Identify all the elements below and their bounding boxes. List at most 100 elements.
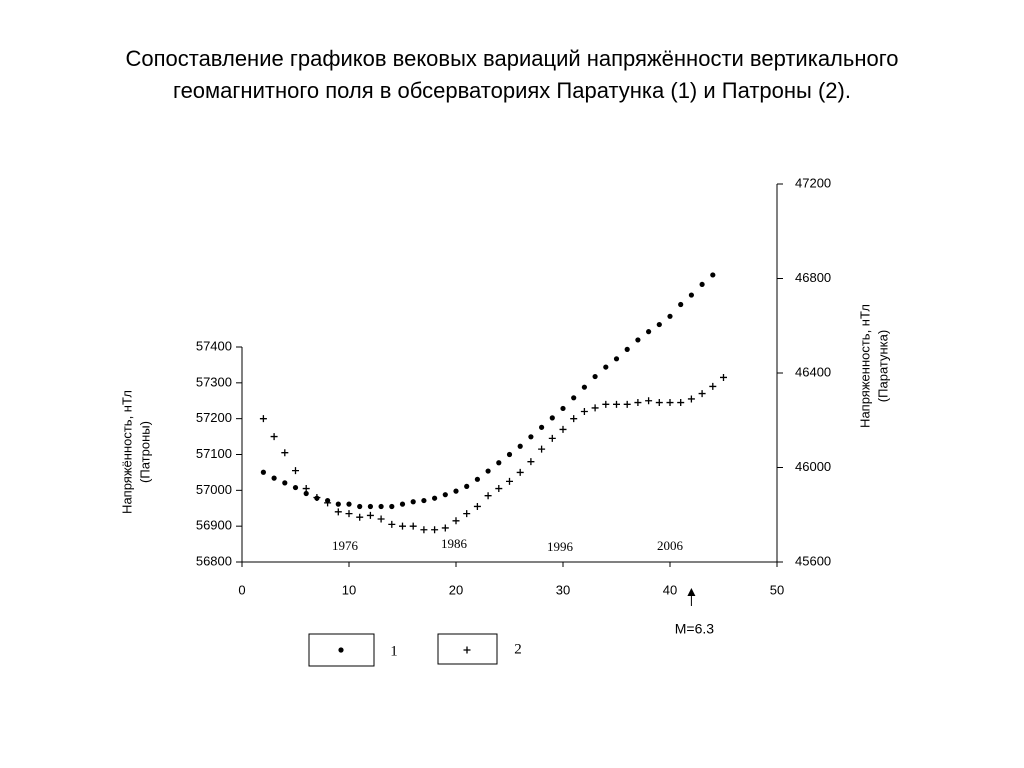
point (421, 497, 427, 504)
point (345, 510, 353, 518)
point (474, 476, 480, 482)
point (281, 449, 289, 457)
point (506, 451, 513, 458)
point (655, 399, 663, 407)
legend-label: 1 (390, 643, 398, 659)
point (303, 490, 309, 497)
point (356, 513, 364, 521)
point (603, 364, 609, 370)
point (399, 522, 406, 530)
point (602, 400, 610, 408)
x-tick-label: 40 (663, 582, 677, 597)
legend-box (308, 633, 375, 667)
annotation: 2006 (657, 538, 684, 553)
annotation: 1986 (441, 536, 468, 551)
point (613, 356, 620, 362)
point (292, 467, 299, 475)
chart-title: геомагнитного поля в обсерваториях Парат… (173, 78, 851, 103)
y2-tick-label: 47200 (795, 175, 831, 190)
point (581, 384, 588, 390)
y-axis-label-line: Напряжённость, нТл (119, 390, 134, 514)
point (324, 499, 332, 507)
point (667, 313, 673, 319)
point (623, 400, 631, 408)
y-axis-label-line: (Патроны) (137, 421, 152, 483)
point (571, 395, 577, 401)
x-tick-label: 50 (770, 582, 784, 597)
point (282, 480, 288, 486)
y-tick-label: 56900 (196, 518, 232, 533)
point (538, 445, 546, 453)
point (270, 433, 278, 441)
y-tick-label: 57200 (196, 410, 232, 425)
y2-tick-label: 46800 (795, 270, 831, 285)
point (346, 501, 352, 507)
point (580, 408, 588, 415)
point (678, 301, 684, 308)
point (539, 424, 545, 430)
point (271, 475, 277, 481)
point (377, 515, 385, 523)
point (441, 524, 449, 532)
point (688, 292, 695, 298)
point (720, 373, 727, 381)
point (409, 522, 417, 530)
point (645, 397, 653, 405)
point (666, 399, 674, 407)
point (464, 483, 470, 489)
point (699, 281, 705, 288)
point (378, 503, 384, 510)
chart-title: Сопоставление графиков вековых вариаций … (125, 46, 898, 71)
legend-marker (463, 646, 471, 654)
point (549, 415, 555, 421)
point (592, 373, 598, 380)
point (302, 485, 310, 493)
point (259, 415, 267, 423)
legend-marker (338, 647, 344, 653)
point (709, 382, 717, 390)
point (431, 526, 439, 534)
y2-tick-label: 46400 (795, 364, 831, 379)
point (367, 503, 373, 510)
point (313, 494, 321, 501)
x-tick-label: 10 (342, 582, 356, 597)
y-tick-label: 57400 (196, 338, 232, 353)
point (452, 517, 460, 525)
point (634, 399, 642, 407)
point (528, 434, 534, 440)
point (389, 503, 395, 510)
point (432, 495, 438, 501)
event-arrowhead (687, 588, 696, 596)
point (677, 399, 685, 407)
point (687, 395, 695, 403)
legend-box (437, 633, 498, 665)
event-label: M=6.3 (675, 621, 715, 637)
point (357, 503, 363, 510)
annotation: 1996 (547, 539, 574, 554)
point (635, 337, 641, 343)
y-tick-label: 57000 (196, 482, 232, 497)
y2-axis-label-line: Напряженность, нТл (857, 304, 872, 428)
point (516, 468, 524, 476)
x-tick-label: 20 (449, 582, 463, 597)
point (399, 501, 406, 507)
point (388, 520, 396, 528)
y-tick-label: 57300 (196, 374, 232, 389)
point (559, 425, 567, 433)
point (260, 469, 266, 475)
point (484, 492, 492, 500)
point (646, 329, 652, 335)
y-axis-label: Напряжённость, нТл (Патроны) (119, 390, 152, 514)
point (496, 460, 502, 466)
y2-tick-label: 46000 (795, 459, 831, 474)
point (517, 443, 523, 449)
point (442, 492, 448, 498)
point (473, 502, 481, 510)
point (656, 321, 662, 328)
point (560, 405, 566, 412)
point (366, 511, 374, 519)
point (495, 485, 503, 493)
point (548, 434, 556, 442)
x-tick-label: 30 (556, 582, 570, 597)
